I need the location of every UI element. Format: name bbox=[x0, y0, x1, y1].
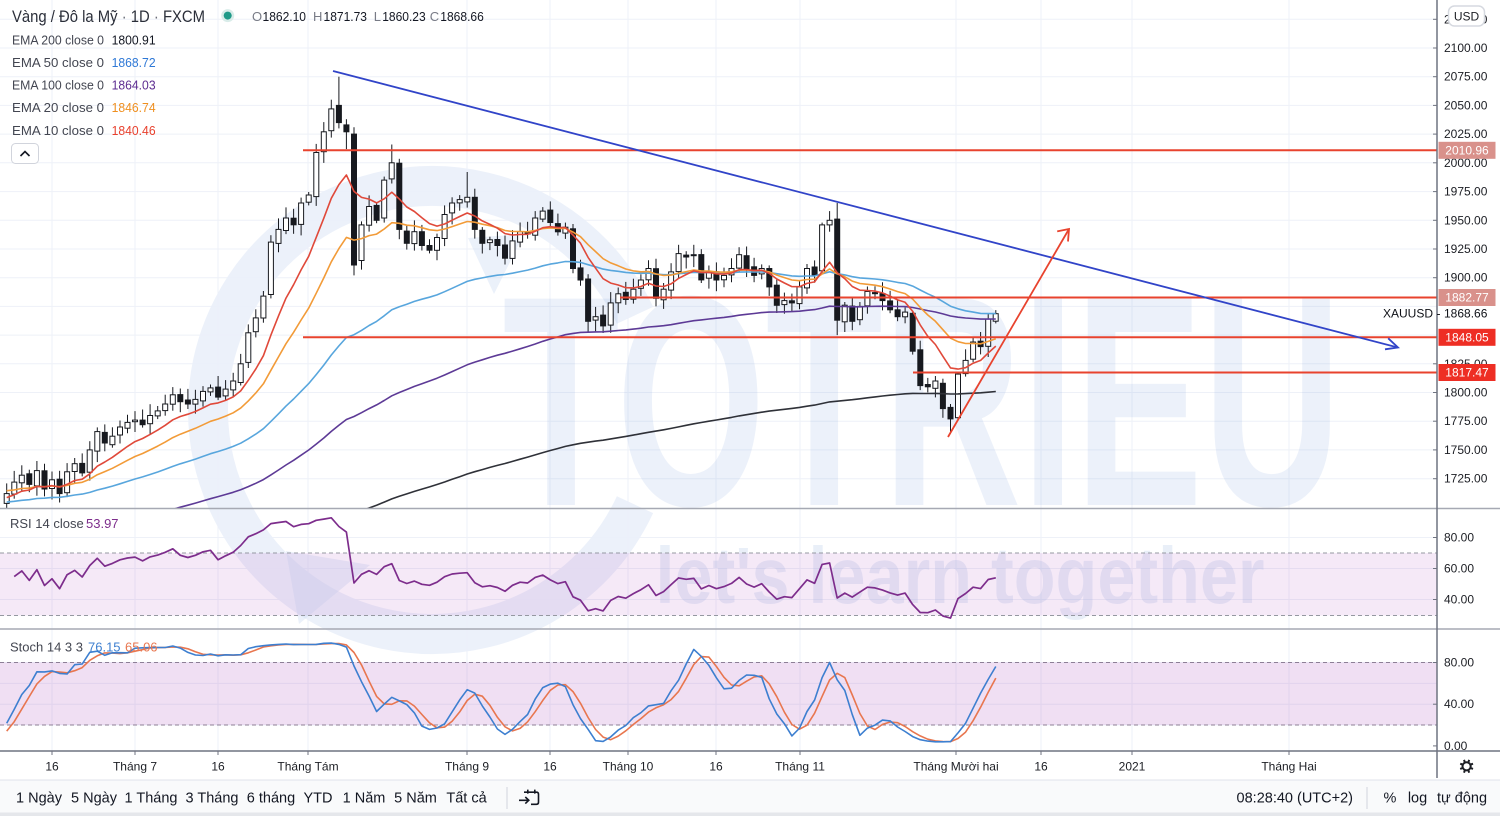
svg-text:1840.46: 1840.46 bbox=[112, 123, 156, 138]
svg-text:1868.66: 1868.66 bbox=[440, 9, 484, 24]
svg-text:log: log bbox=[1408, 791, 1427, 807]
svg-text:tự động: tự động bbox=[1437, 791, 1487, 807]
svg-text:16: 16 bbox=[543, 760, 557, 774]
svg-text:76.15: 76.15 bbox=[88, 640, 121, 655]
svg-text:1800.91: 1800.91 bbox=[112, 33, 156, 48]
svg-text:60.00: 60.00 bbox=[1444, 562, 1474, 576]
svg-text:2000.00: 2000.00 bbox=[1444, 156, 1488, 170]
svg-text:let's learn together: let's learn together bbox=[655, 531, 1264, 620]
svg-text:YTD: YTD bbox=[304, 791, 333, 807]
svg-text:%: % bbox=[1384, 791, 1397, 807]
svg-text:H: H bbox=[313, 9, 322, 24]
svg-text:5 Năm: 5 Năm bbox=[394, 791, 437, 807]
svg-text:1848.05: 1848.05 bbox=[1445, 331, 1489, 345]
svg-text:EMA 20 close 0: EMA 20 close 0 bbox=[12, 100, 104, 115]
svg-text:2100.00: 2100.00 bbox=[1444, 41, 1488, 55]
svg-text:1900.00: 1900.00 bbox=[1444, 271, 1488, 285]
svg-text:1800.00: 1800.00 bbox=[1444, 386, 1488, 400]
svg-text:1882.77: 1882.77 bbox=[1445, 291, 1489, 305]
svg-text:-: - bbox=[1437, 307, 1441, 321]
svg-text:Tháng Tám: Tháng Tám bbox=[277, 760, 338, 774]
svg-text:1 Ngày: 1 Ngày bbox=[16, 791, 63, 807]
svg-text:1975.00: 1975.00 bbox=[1444, 185, 1488, 199]
svg-text:EMA 100 close 0: EMA 100 close 0 bbox=[12, 78, 104, 93]
svg-text:2075.00: 2075.00 bbox=[1444, 70, 1488, 84]
svg-text:16: 16 bbox=[709, 760, 723, 774]
svg-text:1725.00: 1725.00 bbox=[1444, 472, 1488, 486]
svg-text:EMA 10 close 0: EMA 10 close 0 bbox=[12, 123, 104, 138]
svg-text:40.00: 40.00 bbox=[1444, 697, 1474, 711]
svg-text:Vàng / Đô la Mỹ · 1D · FXCM: Vàng / Đô la Mỹ · 1D · FXCM bbox=[12, 7, 205, 26]
svg-text:0.00: 0.00 bbox=[1444, 739, 1468, 753]
svg-text:XAUUSD: XAUUSD bbox=[1383, 307, 1433, 321]
svg-text:16: 16 bbox=[211, 760, 225, 774]
svg-text:5 Ngày: 5 Ngày bbox=[71, 791, 118, 807]
svg-text:1 Tháng: 1 Tháng bbox=[125, 791, 178, 807]
svg-text:Tháng Hai: Tháng Hai bbox=[1261, 760, 1316, 774]
svg-text:2010.96: 2010.96 bbox=[1445, 144, 1489, 158]
svg-text:EMA 50 close 0: EMA 50 close 0 bbox=[12, 55, 104, 70]
svg-text:1775.00: 1775.00 bbox=[1444, 414, 1488, 428]
svg-text:1862.10: 1862.10 bbox=[263, 9, 307, 24]
svg-text:16: 16 bbox=[1034, 760, 1048, 774]
svg-text:Tháng 7: Tháng 7 bbox=[113, 760, 157, 774]
svg-text:08:28:40 (UTC+2): 08:28:40 (UTC+2) bbox=[1237, 791, 1353, 807]
svg-text:1860.23: 1860.23 bbox=[382, 9, 426, 24]
svg-text:USD: USD bbox=[1454, 10, 1480, 24]
svg-text:80.00: 80.00 bbox=[1444, 656, 1474, 670]
svg-text:80.00: 80.00 bbox=[1444, 531, 1474, 545]
svg-text:3 Tháng: 3 Tháng bbox=[186, 791, 239, 807]
svg-text:6 tháng: 6 tháng bbox=[247, 791, 295, 807]
svg-text:1864.03: 1864.03 bbox=[112, 78, 156, 93]
svg-text:2021: 2021 bbox=[1119, 760, 1146, 774]
svg-text:Stoch 14 3 3: Stoch 14 3 3 bbox=[10, 640, 83, 655]
svg-text:2025.00: 2025.00 bbox=[1444, 127, 1488, 141]
svg-text:53.97: 53.97 bbox=[86, 516, 119, 531]
svg-text:65.06: 65.06 bbox=[125, 640, 158, 655]
svg-text:L: L bbox=[374, 9, 381, 24]
svg-text:TOTRIEU: TOTRIEU bbox=[502, 235, 1341, 570]
svg-text:C: C bbox=[430, 9, 439, 24]
svg-text:RSI 14 close: RSI 14 close bbox=[10, 516, 84, 531]
svg-text:1871.73: 1871.73 bbox=[324, 9, 368, 24]
svg-text:Tháng Mười hai: Tháng Mười hai bbox=[913, 760, 998, 774]
svg-text:1868.72: 1868.72 bbox=[112, 55, 156, 70]
svg-text:1750.00: 1750.00 bbox=[1444, 443, 1488, 457]
svg-text:1817.47: 1817.47 bbox=[1445, 366, 1489, 380]
svg-text:Tất cả: Tất cả bbox=[446, 791, 487, 807]
svg-text:1925.00: 1925.00 bbox=[1444, 242, 1488, 256]
svg-text:1868.66: 1868.66 bbox=[1444, 307, 1488, 321]
svg-text:40.00: 40.00 bbox=[1444, 593, 1474, 607]
svg-text:2050.00: 2050.00 bbox=[1444, 98, 1488, 112]
svg-text:O: O bbox=[252, 9, 262, 24]
svg-text:Tháng 9: Tháng 9 bbox=[445, 760, 489, 774]
svg-text:16: 16 bbox=[45, 760, 59, 774]
svg-text:EMA 200 close 0: EMA 200 close 0 bbox=[12, 33, 104, 48]
svg-text:Tháng 10: Tháng 10 bbox=[603, 760, 654, 774]
svg-text:1950.00: 1950.00 bbox=[1444, 213, 1488, 227]
svg-text:Tháng 11: Tháng 11 bbox=[775, 760, 825, 774]
svg-text:1846.74: 1846.74 bbox=[112, 100, 156, 115]
svg-text:1 Năm: 1 Năm bbox=[343, 791, 386, 807]
